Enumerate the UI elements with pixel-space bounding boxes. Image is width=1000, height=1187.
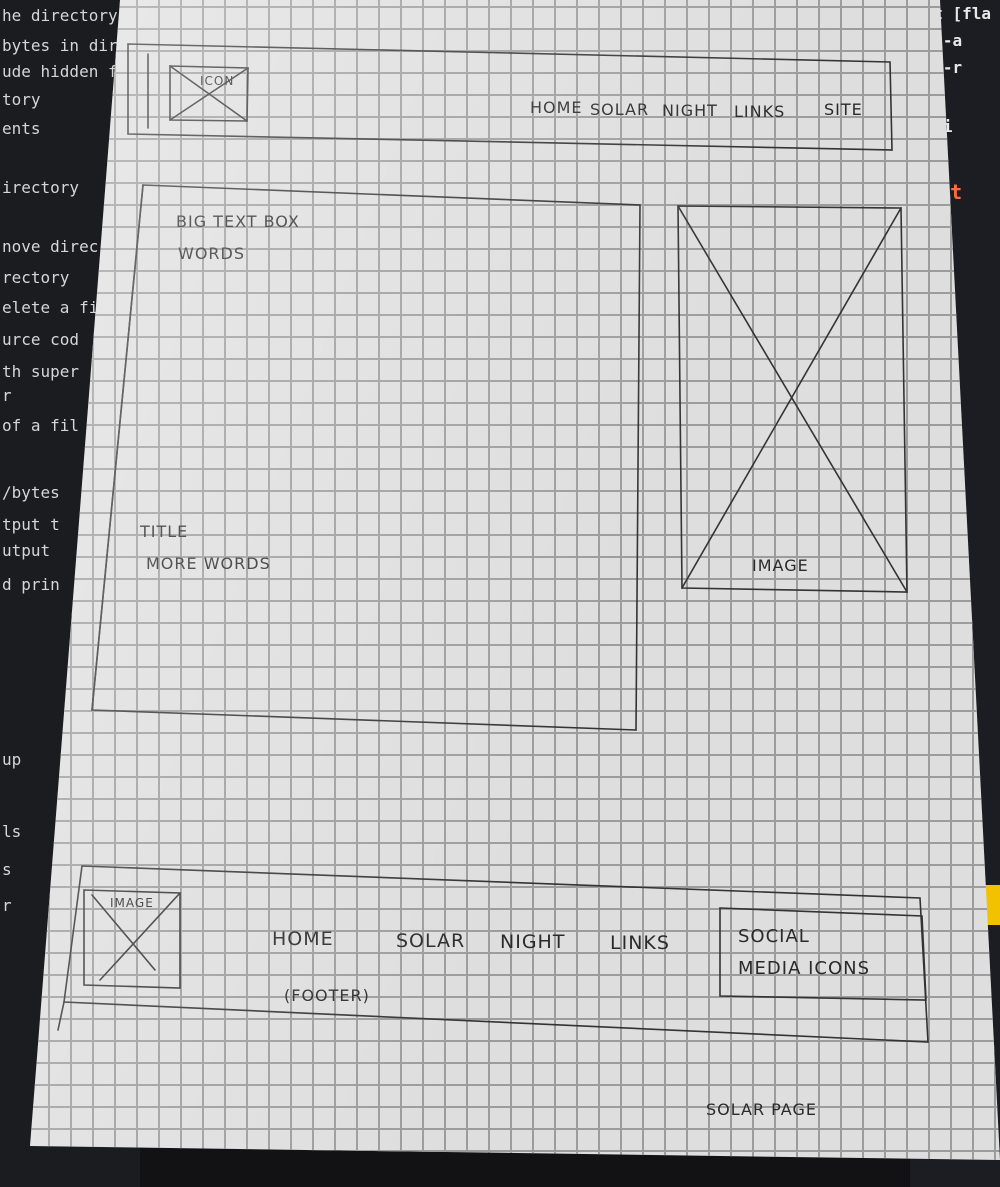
social-media-label-line1: SOCIAL — [738, 926, 810, 947]
nav-item-night[interactable]: NIGHT — [662, 101, 718, 120]
footer-image-box — [83, 889, 181, 989]
bg-text: ude hidden f — [2, 62, 118, 81]
footer-nav-solar[interactable]: SOLAR — [396, 930, 466, 952]
footer-nav-night[interactable]: NIGHT — [500, 931, 566, 953]
bg-text: tput t — [2, 515, 60, 534]
logo-icon-label: ICON — [200, 74, 235, 88]
bg-text: bytes in direc — [2, 36, 137, 55]
bg-text: /bytes — [2, 483, 60, 502]
bg-text: nove direc — [2, 237, 99, 256]
footer-nav-home[interactable]: HOME — [272, 928, 334, 950]
bg-text: ents — [2, 119, 41, 138]
bg-text: ls — [2, 822, 22, 841]
icon-box — [169, 65, 249, 122]
nav-item-links[interactable]: LINKS — [734, 102, 786, 121]
section-title: TITLE — [140, 522, 189, 541]
social-box — [719, 907, 927, 1001]
bg-text: s — [2, 860, 12, 879]
footer-nav-links[interactable]: LINKS — [610, 932, 670, 954]
header-outline — [127, 43, 893, 151]
bg-text: rectory — [2, 268, 70, 287]
big-text-box-words: WORDS — [178, 244, 246, 263]
social-media-label-line2: MEDIA ICONS — [738, 958, 871, 979]
section-more-words: MORE WORDS — [146, 554, 271, 573]
bg-text: d prin — [2, 575, 60, 594]
bg-text: tory — [2, 90, 41, 109]
bg-text: irectory — [2, 178, 80, 197]
image-box — [677, 205, 908, 593]
big-text-box-title: BIG TEXT BOX — [176, 212, 300, 231]
bg-text: r — [2, 386, 12, 405]
content-box-outline — [91, 184, 641, 731]
footer-outline — [63, 865, 929, 1043]
nav-item-solar[interactable]: SOLAR — [590, 100, 650, 119]
footer-image-label: IMAGE — [110, 896, 154, 910]
page-caption: SOLAR PAGE — [706, 1100, 817, 1119]
nav-item-home[interactable]: HOME — [530, 98, 583, 117]
nav-item-site[interactable]: SITE — [824, 100, 863, 119]
bg-text: of a fil — [2, 416, 80, 435]
image-placeholder-label: IMAGE — [752, 556, 809, 575]
bg-text: r — [2, 896, 12, 915]
bg-text: urce cod — [2, 330, 80, 349]
bg-text: up — [2, 750, 22, 769]
bg-text: elete a fil — [2, 298, 108, 317]
bg-text: th super — [2, 362, 80, 381]
footer-label: (FOOTER) — [284, 986, 370, 1005]
bg-text: he directory — [2, 6, 118, 25]
bg-text: utput — [2, 541, 51, 560]
